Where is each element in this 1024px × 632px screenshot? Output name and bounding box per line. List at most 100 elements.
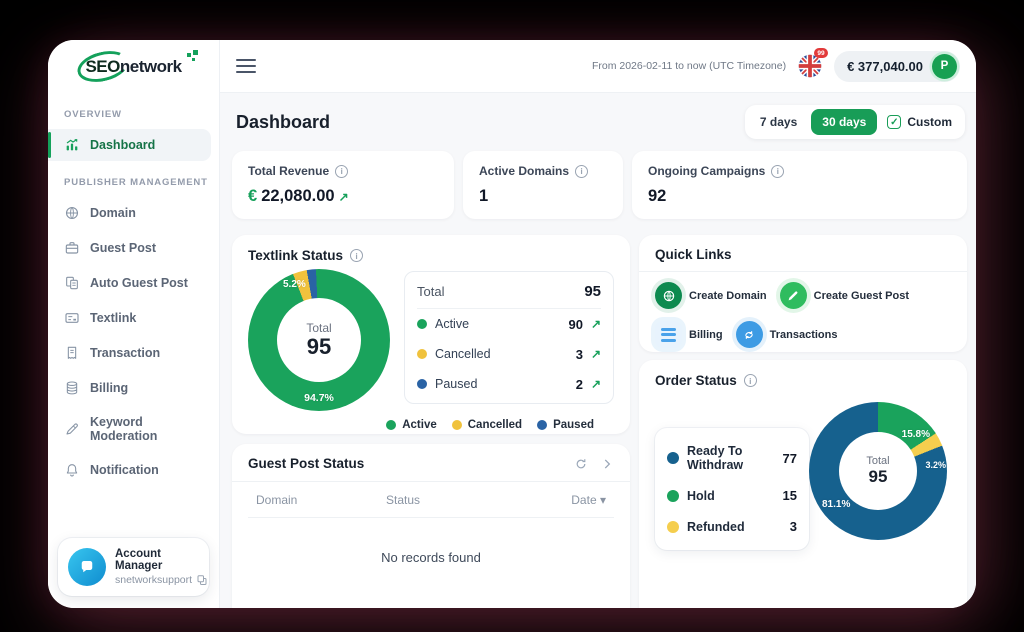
seonetwork-logo[interactable]: SEOnetwork — [74, 46, 198, 87]
sort-caret-icon: ▾ — [599, 493, 606, 507]
briefcase-icon — [65, 241, 79, 254]
sidebar-item-label: Keyword Moderation — [90, 414, 158, 443]
custom-range-option[interactable]: Custom — [880, 115, 961, 129]
quick-link-transactions[interactable]: Transactions — [735, 321, 837, 348]
status-row-active: Active 90 ↗ — [417, 309, 601, 339]
account-manager-card[interactable]: Account Manager snetworksupport — [58, 538, 209, 596]
sidebar-item-label: Textlink — [90, 310, 137, 325]
info-icon[interactable] — [575, 164, 589, 178]
slice-label-refunded: 3.2% — [925, 460, 946, 470]
order-status-legend: Ready To Withdraw 77 Hold 15 — [655, 428, 809, 550]
account-manager-title: Account Manager — [115, 548, 163, 572]
create-guest-post-icon — [779, 282, 807, 309]
total-value: 95 — [584, 283, 601, 300]
documents-icon — [66, 276, 78, 289]
slice-label-active: 94.7% — [304, 392, 334, 404]
column-domain: Domain — [256, 493, 298, 507]
sidebar-item-label: Notification — [90, 462, 159, 477]
sidebar-item-notification[interactable]: Notification — [48, 454, 211, 486]
sidebar-item-transaction[interactable]: Transaction — [48, 337, 211, 369]
legend-row-refunded: Refunded 3 — [667, 511, 797, 542]
globe-icon — [65, 206, 79, 219]
order-status-donut-chart: 15.8% 3.2% 81.1% Total 95 — [809, 402, 947, 540]
paused-dot — [417, 379, 427, 389]
create-domain-icon — [655, 282, 682, 309]
info-icon[interactable] — [771, 164, 785, 178]
notification-badge: 99 — [813, 48, 829, 58]
logo-seo-text: SEO — [85, 57, 120, 76]
trend-up-icon: ↗ — [590, 317, 601, 331]
slice-label-minor: 5.2% — [283, 279, 306, 290]
cancelled-dot — [451, 420, 462, 430]
stat-label: Ongoing Campaigns — [648, 164, 766, 178]
range-7-days-button[interactable]: 7 days — [759, 115, 798, 129]
copy-icon[interactable] — [196, 574, 208, 586]
column-date-sort[interactable]: Date ▾ — [571, 493, 606, 507]
dashboard-icon — [66, 138, 78, 150]
custom-checkbox[interactable] — [887, 115, 902, 129]
sidebar-item-label: Billing — [90, 380, 129, 395]
sidebar-item-guest-post[interactable]: Guest Post — [48, 232, 211, 264]
order-status-card: Order Status Ready To Withdraw 77 — [639, 360, 967, 608]
donut-center: Total 95 — [839, 432, 917, 510]
legend-item-paused: Paused — [537, 419, 594, 431]
sidebar-item-label: Transaction — [90, 345, 161, 360]
card-title: Guest Post Status — [248, 456, 365, 471]
info-icon[interactable] — [335, 164, 349, 178]
refresh-icon[interactable] — [574, 457, 588, 471]
quick-link-create-domain[interactable]: Create Domain — [655, 282, 767, 309]
refunded-dot — [667, 520, 679, 533]
user-avatar[interactable]: P — [932, 53, 957, 79]
account-manager-avatar — [68, 548, 106, 586]
legend-row-hold: Hold 15 — [667, 480, 797, 511]
column-status: Status — [386, 493, 421, 507]
sidebar-item-keyword-moderation[interactable]: Keyword Moderation — [48, 407, 211, 451]
card-title: Order Status — [655, 373, 737, 388]
trend-up-icon: ↗ — [338, 189, 349, 204]
ongoing-campaigns-card: Ongoing Campaigns 92 — [632, 151, 967, 219]
sidebar-item-dashboard[interactable]: Dashboard — [48, 128, 211, 161]
slice-label-hold: 15.8% — [901, 429, 930, 440]
logo-area: SEOnetwork — [48, 40, 219, 94]
language-flag-button[interactable]: 99 — [798, 48, 829, 78]
cancelled-dot — [417, 349, 427, 359]
paused-dot — [537, 420, 548, 430]
bell-icon — [66, 463, 78, 476]
active-dot — [386, 420, 397, 430]
pen-icon — [66, 422, 78, 435]
active-domains-card: Active Domains 1 — [463, 151, 623, 219]
balance-amount: € 377,040.00 — [847, 58, 923, 74]
info-icon[interactable] — [743, 374, 757, 387]
stat-label: Active Domains — [479, 164, 570, 178]
currency-symbol: € — [248, 187, 258, 205]
textlink-status-card: Textlink Status 94.7% 5.2% Total 95 — [232, 235, 630, 434]
sidebar-item-textlink[interactable]: Textlink — [48, 302, 211, 334]
guest-post-status-card: Guest Post Status Domain Status Date ▾ — [232, 444, 630, 608]
sidebar-item-auto-guest-post[interactable]: Auto Guest Post — [48, 267, 211, 299]
legend-row-ready-to-withdraw: Ready To Withdraw 77 — [667, 436, 797, 480]
quick-link-create-guest-post[interactable]: Create Guest Post — [779, 282, 909, 309]
slice-label-ready: 81.1% — [822, 499, 851, 510]
app-window: SEOnetwork OVERVIEW Dashboard PUBLISHER … — [48, 40, 976, 608]
sidebar-item-billing[interactable]: Billing — [48, 372, 211, 404]
balance-pill[interactable]: € 377,040.00 P — [834, 50, 960, 82]
legend-item-active: Active — [386, 419, 437, 431]
status-row-cancelled: Cancelled 3 ↗ — [417, 339, 601, 369]
info-icon[interactable] — [350, 249, 364, 262]
sidebar-item-domain[interactable]: Domain — [48, 197, 211, 229]
date-range-selector: 7 days 30 days Custom — [744, 105, 965, 139]
ready-dot — [667, 452, 679, 464]
menu-toggle-icon[interactable] — [236, 58, 256, 74]
range-30-days-button[interactable]: 30 days — [811, 109, 878, 135]
chevron-right-icon[interactable] — [600, 457, 614, 471]
active-dot — [417, 319, 427, 329]
topbar: From 2026-02-11 to now (UTC Timezone) 99… — [220, 40, 976, 93]
logo-network-text: network — [119, 57, 182, 76]
total-revenue-card: Total Revenue € 22,080.00 ↗ — [232, 151, 454, 219]
quick-link-billing[interactable]: Billing — [655, 321, 723, 348]
textlink-donut-chart: 94.7% 5.2% Total 95 — [248, 269, 390, 411]
card-title: Textlink Status — [248, 248, 344, 263]
billing-icon — [655, 321, 682, 348]
hold-dot — [667, 489, 679, 502]
dashboard-content: Dashboard 7 days 30 days Custom Total Re… — [220, 93, 976, 608]
